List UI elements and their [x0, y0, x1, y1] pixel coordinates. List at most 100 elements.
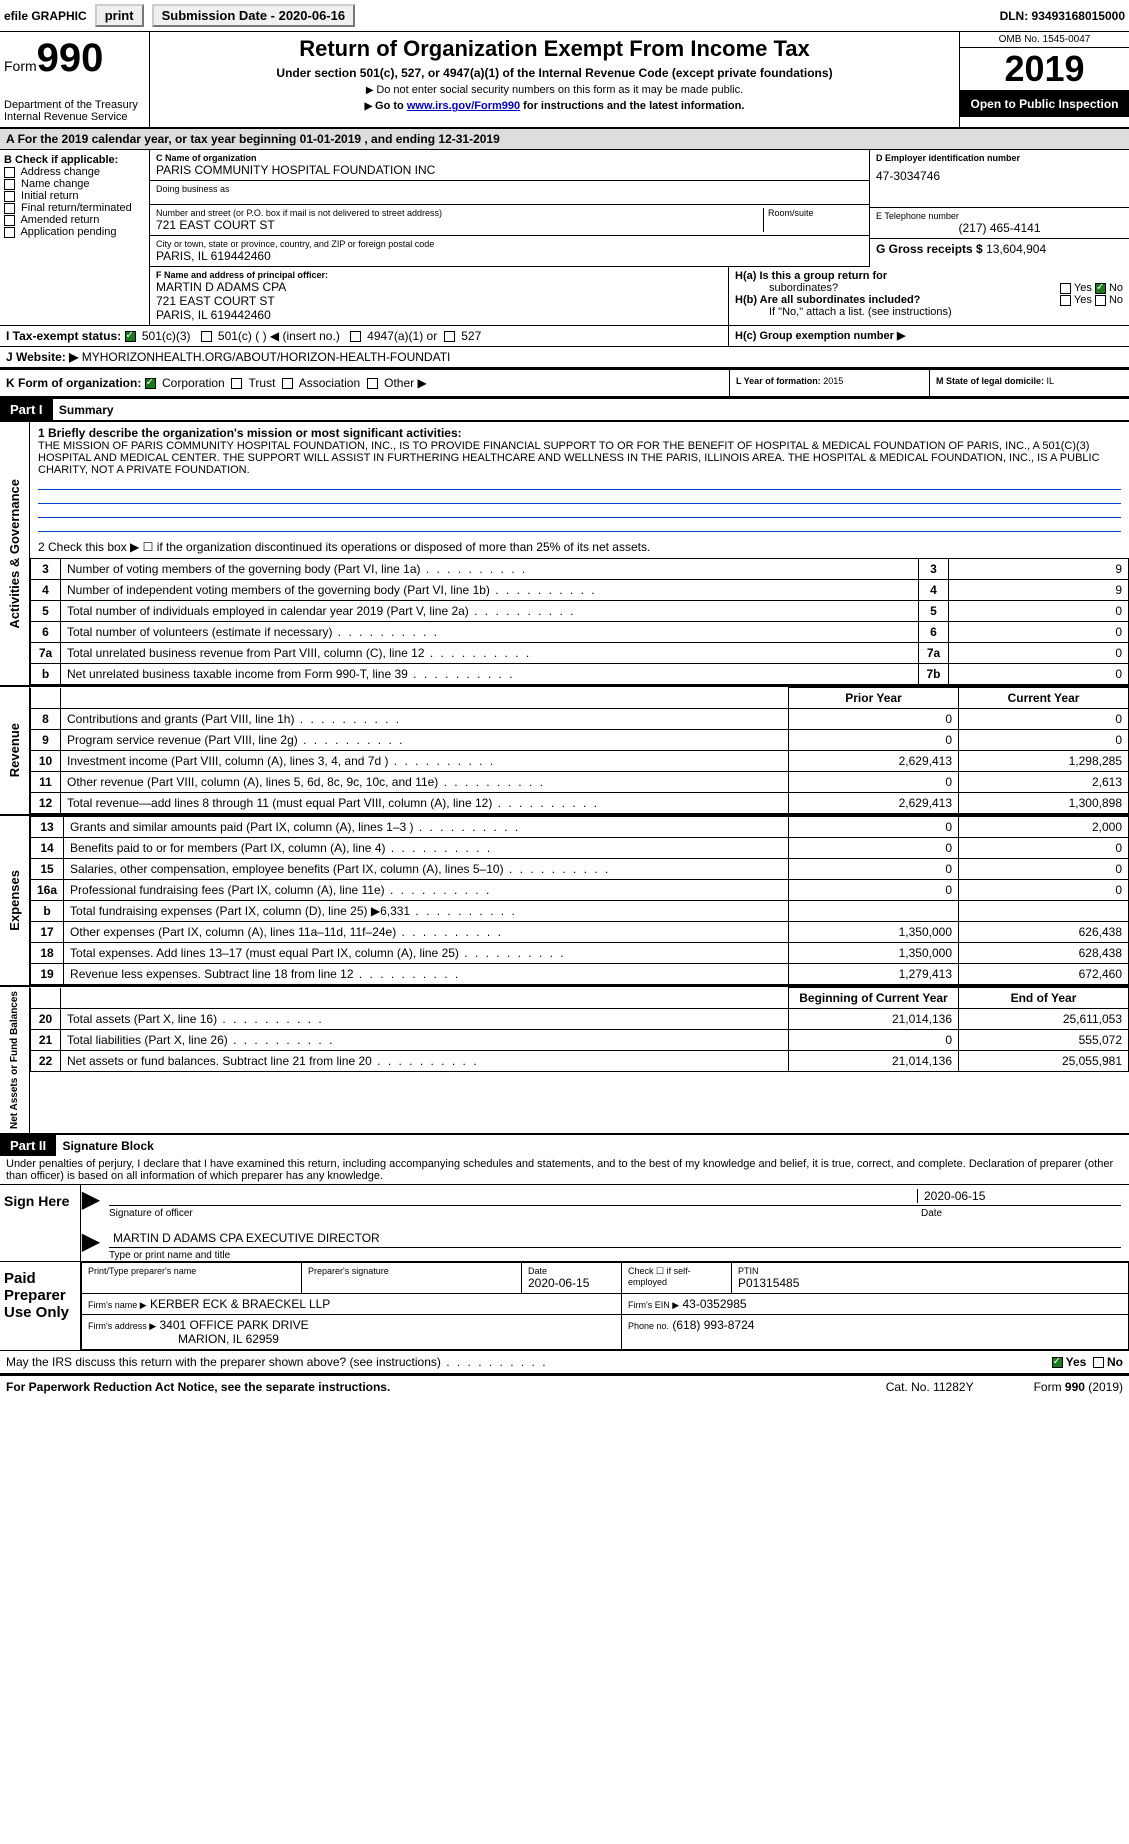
- i-501c-checkbox[interactable]: [201, 331, 212, 342]
- row-f-h: F Name and address of principal officer:…: [0, 267, 1129, 326]
- k-other-checkbox[interactable]: [367, 378, 378, 389]
- sig-date: 2020-06-15: [917, 1189, 1117, 1203]
- side-exp: Expenses: [5, 866, 24, 935]
- header-center: Return of Organization Exempt From Incom…: [150, 32, 959, 127]
- form-number: 990: [37, 36, 104, 80]
- hb-yes-checkbox[interactable]: [1060, 295, 1071, 306]
- table-row: 6Total number of volunteers (estimate if…: [31, 622, 1129, 643]
- footer-mid: Cat. No. 11282Y: [886, 1380, 974, 1394]
- k-trust-checkbox[interactable]: [231, 378, 242, 389]
- discuss-no-checkbox[interactable]: [1093, 1357, 1104, 1368]
- part2-title: Signature Block: [59, 1136, 156, 1156]
- website-value: MYHORIZONHEALTH.ORG/ABOUT/HORIZON-HEALTH…: [82, 350, 451, 364]
- officer-print-name: MARTIN D ADAMS CPA EXECUTIVE DIRECTOR: [109, 1229, 1121, 1248]
- phone-value: (217) 465-4141: [876, 221, 1123, 235]
- boxb-option: Name change: [4, 178, 145, 190]
- sign-arrow-icon-2: ▶: [81, 1227, 101, 1261]
- table-row: 5Total number of individuals employed in…: [31, 601, 1129, 622]
- boxb-checkbox[interactable]: [4, 227, 15, 238]
- ha-label: H(a) Is this a group return for: [735, 270, 887, 282]
- omb-label: OMB No. 1545-0047: [960, 32, 1129, 48]
- sign-arrow-icon: ▶: [81, 1185, 101, 1219]
- table-row: 18Total expenses. Add lines 13–17 (must …: [31, 943, 1129, 964]
- j-label: J Website: ▶: [6, 350, 78, 364]
- table-row: 20Total assets (Part X, line 16)21,014,1…: [31, 1009, 1129, 1030]
- gross-label: G Gross receipts $: [876, 242, 986, 256]
- part-ii-header: Part II Signature Block: [0, 1133, 1129, 1156]
- table-row: 13Grants and similar amounts paid (Part …: [31, 817, 1129, 838]
- form-word: Form: [4, 58, 37, 74]
- table-row: 3Number of voting members of the governi…: [31, 559, 1129, 580]
- header-sub2: Do not enter social security numbers on …: [376, 84, 743, 96]
- part1-badge: Part I: [0, 399, 53, 420]
- boxb-checkbox[interactable]: [4, 215, 15, 226]
- name-label: C Name of organization: [156, 153, 863, 163]
- table-row: bNet unrelated business taxable income f…: [31, 664, 1129, 685]
- k-assoc-checkbox[interactable]: [282, 378, 293, 389]
- discuss-row: May the IRS discuss this return with the…: [0, 1351, 1129, 1375]
- form-header: Form990 Department of the Treasury Inter…: [0, 32, 1129, 129]
- table-row: bTotal fundraising expenses (Part IX, co…: [31, 901, 1129, 922]
- row-i: I Tax-exempt status: 501(c)(3) 501(c) ( …: [0, 326, 1129, 347]
- table-row: 8Contributions and grants (Part VIII, li…: [31, 709, 1129, 730]
- boxb-option: Amended return: [4, 214, 145, 226]
- side-rev: Revenue: [5, 719, 24, 781]
- box-b-title: B Check if applicable:: [4, 154, 145, 166]
- boxb-checkbox[interactable]: [4, 191, 15, 202]
- row-j: J Website: ▶ MYHORIZONHEALTH.ORG/ABOUT/H…: [0, 347, 1129, 368]
- boxb-option: Address change: [4, 166, 145, 178]
- table-row: 11Other revenue (Part VIII, column (A), …: [31, 772, 1129, 793]
- ha-no-checkbox[interactable]: [1095, 283, 1106, 294]
- line2-text: 2 Check this box ▶ ☐ if the organization…: [30, 536, 1129, 558]
- sign-here-label: Sign Here: [0, 1185, 80, 1261]
- table-activities: 3Number of voting members of the governi…: [30, 558, 1129, 685]
- paid-preparer-block: Paid Preparer Use Only Print/Type prepar…: [0, 1262, 1129, 1351]
- k-corp-checkbox[interactable]: [145, 378, 156, 389]
- hb-label: H(b) Are all subordinates included?: [735, 294, 920, 306]
- addr-value: 721 EAST COURT ST: [156, 218, 763, 232]
- table-row: 12Total revenue—add lines 8 through 11 (…: [31, 793, 1129, 814]
- header-sub1: Under section 501(c), 527, or 4947(a)(1)…: [158, 66, 951, 80]
- i-527-checkbox[interactable]: [444, 331, 455, 342]
- m-label: M State of legal domicile:: [936, 376, 1047, 386]
- side-ag: Activities & Governance: [5, 475, 24, 633]
- section-expenses: Expenses 13Grants and similar amounts pa…: [0, 814, 1129, 985]
- i-label: I Tax-exempt status:: [6, 329, 121, 343]
- boxb-checkbox[interactable]: [4, 179, 15, 190]
- sig-date-label: Date: [921, 1208, 1121, 1219]
- sign-here-block: Sign Here ▶ 2020-06-15 Signature of offi…: [0, 1185, 1129, 1262]
- i-501c3-checkbox[interactable]: [125, 331, 136, 342]
- form-title: Return of Organization Exempt From Incom…: [158, 36, 951, 62]
- hb-no-checkbox[interactable]: [1095, 295, 1106, 306]
- city-value: PARIS, IL 619442460: [156, 249, 863, 263]
- section-netassets: Net Assets or Fund Balances Beginning of…: [0, 985, 1129, 1133]
- perjury-text: Under penalties of perjury, I declare th…: [0, 1156, 1129, 1185]
- section-revenue: Revenue Prior YearCurrent Year8Contribut…: [0, 685, 1129, 814]
- side-net: Net Assets or Fund Balances: [7, 987, 22, 1133]
- mission-text: THE MISSION OF PARIS COMMUNITY HOSPITAL …: [38, 440, 1121, 476]
- hc-label: H(c) Group exemption number ▶: [735, 330, 905, 342]
- i-4947-checkbox[interactable]: [350, 331, 361, 342]
- section-b-to-g: B Check if applicable: Address change Na…: [0, 150, 1129, 267]
- box-c: C Name of organization PARIS COMMUNITY H…: [150, 150, 869, 267]
- gross-value: 13,604,904: [986, 242, 1046, 256]
- officer-name: MARTIN D ADAMS CPA: [156, 280, 722, 294]
- submission-date-button[interactable]: Submission Date - 2020-06-16: [152, 4, 356, 27]
- inspect-label: Open to Public Inspection: [960, 91, 1129, 117]
- officer-addr1: 721 EAST COURT ST: [156, 294, 722, 308]
- discuss-yes-checkbox[interactable]: [1052, 1357, 1063, 1368]
- phone-label: E Telephone number: [876, 211, 1123, 221]
- line1-label: 1 Briefly describe the organization's mi…: [38, 426, 1121, 440]
- table-row: 10Investment income (Part VIII, column (…: [31, 751, 1129, 772]
- boxb-checkbox[interactable]: [4, 203, 15, 214]
- table-row: 7aTotal unrelated business revenue from …: [31, 643, 1129, 664]
- boxb-checkbox[interactable]: [4, 167, 15, 178]
- print-button[interactable]: print: [95, 4, 144, 27]
- table-row: 4Number of independent voting members of…: [31, 580, 1129, 601]
- paid-preparer-label: Paid Preparer Use Only: [0, 1262, 80, 1350]
- table-revenue: Prior YearCurrent Year8Contributions and…: [30, 687, 1129, 814]
- ha-yes-checkbox[interactable]: [1060, 283, 1071, 294]
- box-b: B Check if applicable: Address change Na…: [0, 150, 150, 267]
- dba-label: Doing business as: [156, 184, 863, 194]
- irs-link[interactable]: www.irs.gov/Form990: [407, 100, 520, 112]
